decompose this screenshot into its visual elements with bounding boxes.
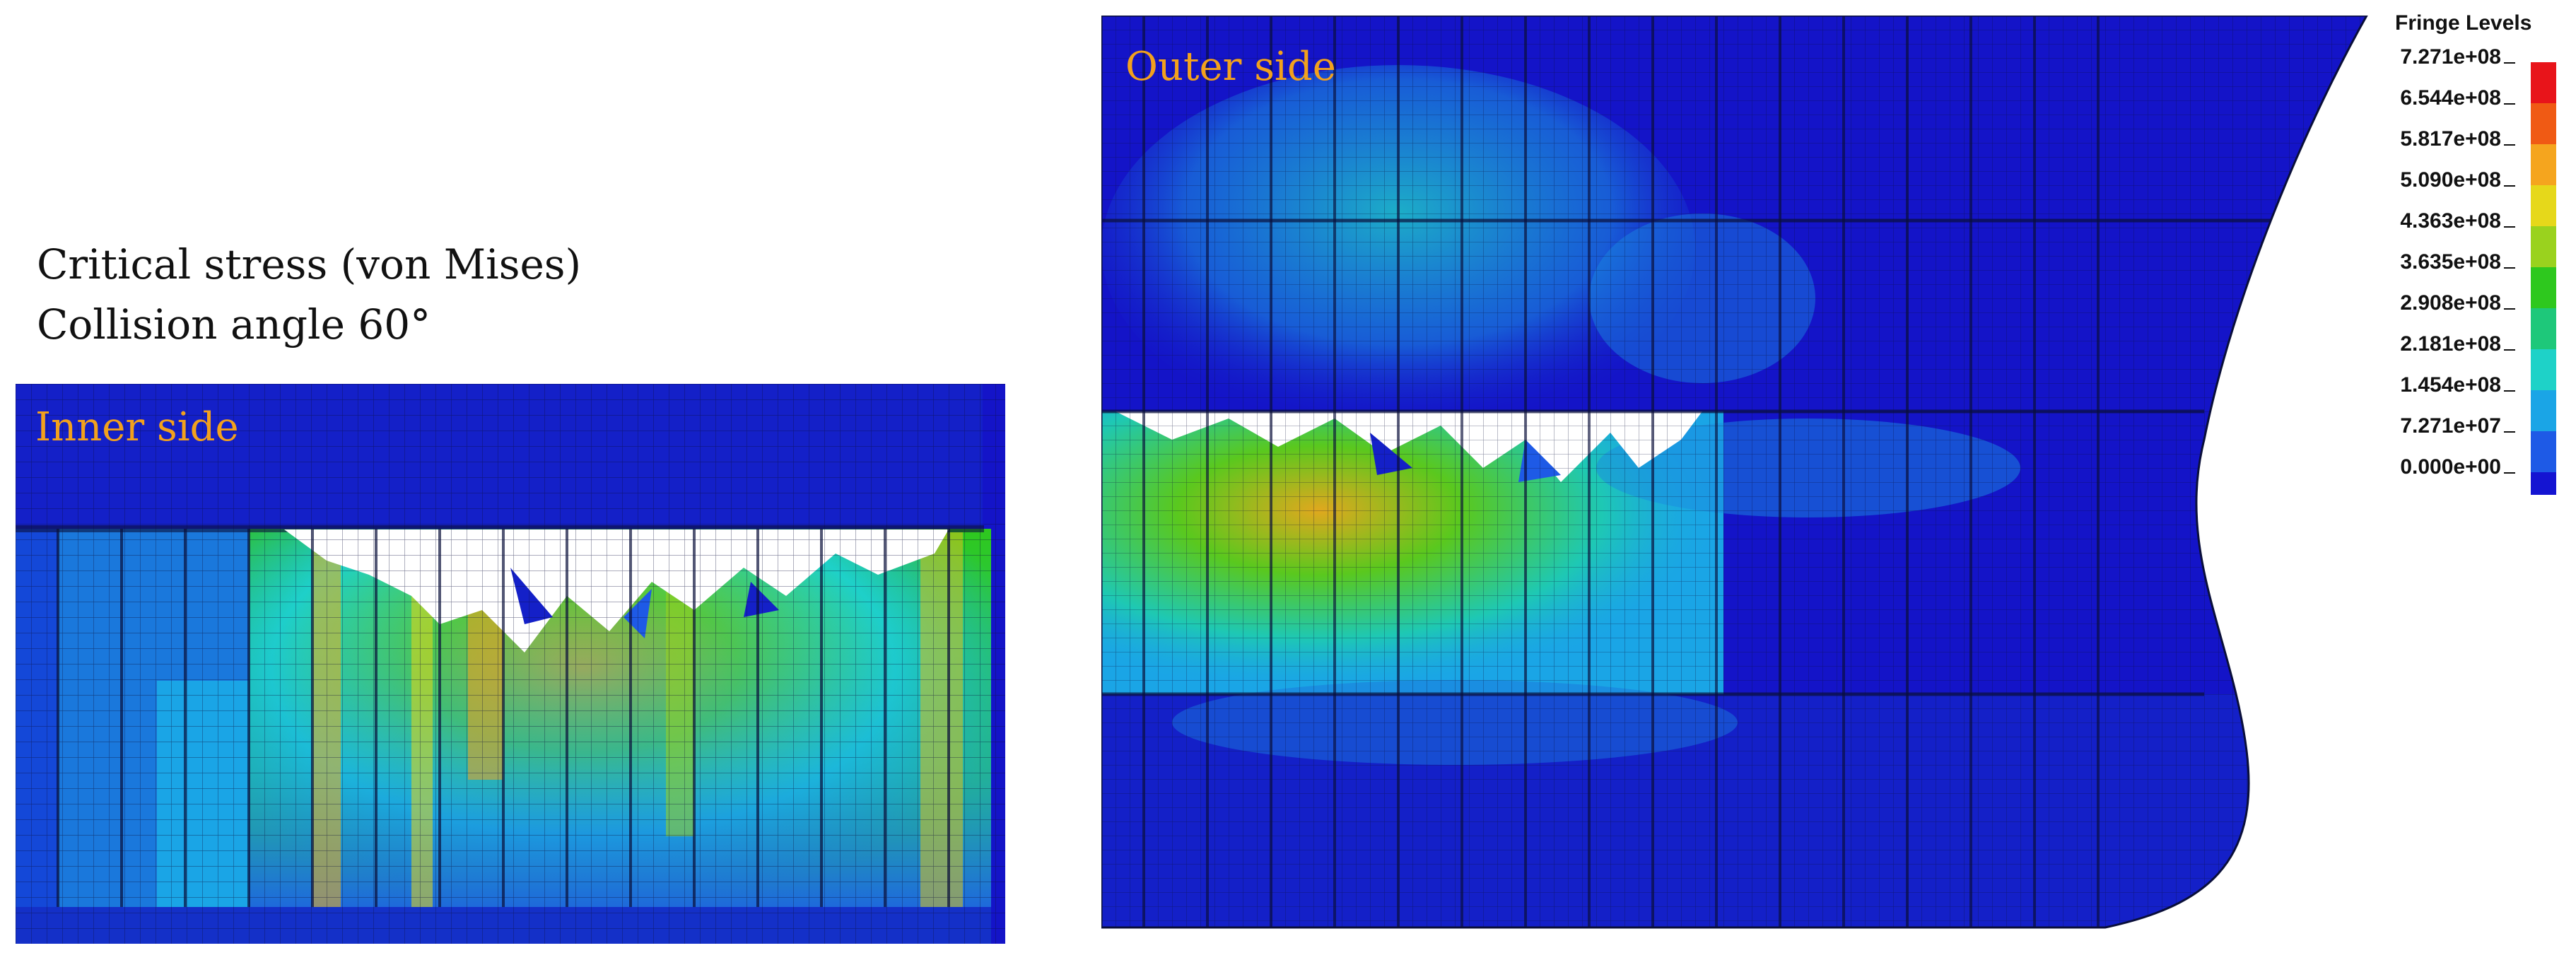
legend-level-label: 7.271e+07 bbox=[2400, 414, 2501, 438]
legend-color-swatch bbox=[2531, 185, 2556, 226]
legend-tick bbox=[2504, 62, 2515, 64]
legend-color-swatch bbox=[2531, 103, 2556, 144]
inner-side-label: Inner side bbox=[35, 404, 239, 450]
legend-tick bbox=[2504, 267, 2515, 269]
caption-subtitle: Collision angle 60° bbox=[37, 300, 431, 349]
legend-level-label: 3.635e+08 bbox=[2400, 250, 2501, 274]
outer-side-fem-plot bbox=[1101, 16, 2395, 942]
legend-level-label: 5.090e+08 bbox=[2400, 168, 2501, 192]
legend-tick bbox=[2504, 103, 2515, 105]
legend-tick bbox=[2504, 308, 2515, 310]
legend-color-swatch bbox=[2531, 349, 2556, 390]
legend-color-swatch bbox=[2531, 431, 2556, 472]
legend-level-label: 2.908e+08 bbox=[2400, 291, 2501, 315]
legend-level-label: 5.817e+08 bbox=[2400, 127, 2501, 151]
legend-level-label: 7.271e+08 bbox=[2400, 45, 2501, 69]
legend-color-swatch bbox=[2531, 62, 2556, 103]
legend-color-swatch bbox=[2531, 144, 2556, 185]
legend-level-label: 6.544e+08 bbox=[2400, 86, 2501, 110]
legend-tick bbox=[2504, 472, 2515, 474]
legend-color-swatch bbox=[2531, 308, 2556, 349]
legend-color-swatch bbox=[2531, 267, 2556, 308]
legend-tick bbox=[2504, 185, 2515, 187]
outer-side-label: Outer side bbox=[1125, 44, 1336, 90]
legend-color-swatch bbox=[2531, 226, 2556, 267]
legend-tick bbox=[2504, 431, 2515, 433]
outer-side-contour bbox=[1101, 16, 2368, 929]
caption-title: Critical stress (von Mises) bbox=[37, 240, 582, 288]
legend-level-label: 1.454e+08 bbox=[2400, 373, 2501, 397]
inner-side-contour bbox=[16, 384, 1005, 944]
fringe-levels-legend: 7.271e+08 6.544e+08 5.817e+08 5.090e+08 4.36… bbox=[2389, 45, 2566, 501]
legend-color-swatch bbox=[2531, 472, 2556, 495]
legend-level-label: 2.181e+08 bbox=[2400, 332, 2501, 356]
legend-tick bbox=[2504, 144, 2515, 146]
inner-side-fem-plot bbox=[16, 384, 1005, 944]
legend-title: Fringe Levels bbox=[2395, 11, 2532, 35]
legend-color-swatch bbox=[2531, 390, 2556, 431]
legend-level-label: 4.363e+08 bbox=[2400, 209, 2501, 233]
legend-tick bbox=[2504, 226, 2515, 228]
legend-tick bbox=[2504, 390, 2515, 392]
legend-tick bbox=[2504, 349, 2515, 351]
legend-level-label: 0.000e+00 bbox=[2400, 455, 2501, 479]
